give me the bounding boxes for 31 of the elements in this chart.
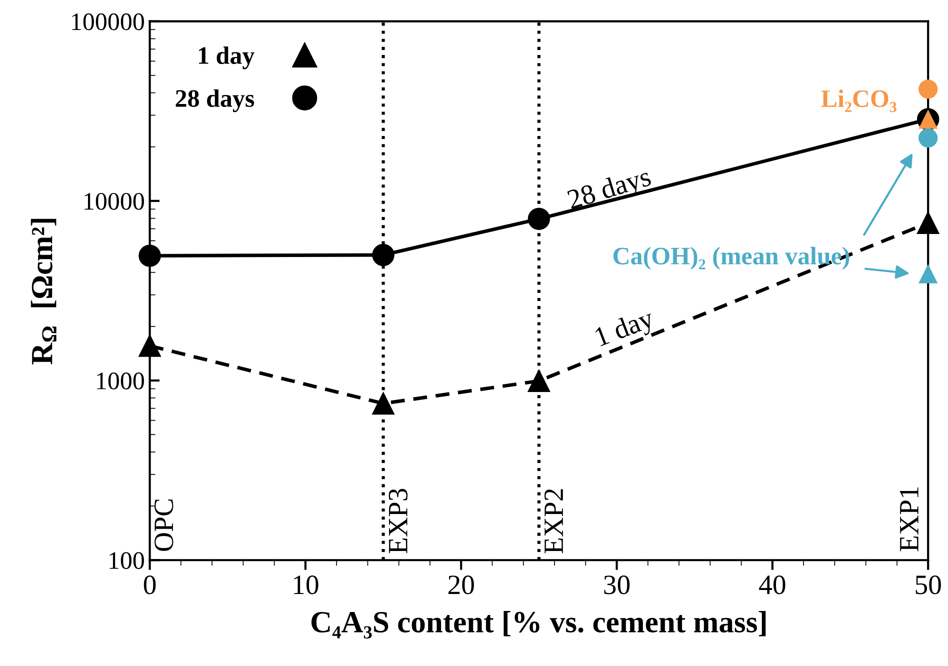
ref-line-label: EXP3 bbox=[388, 488, 408, 554]
x-tick-label: 10 bbox=[294, 575, 318, 594]
y-axis-title: R$_{Ω}$ [Ωcm²] bbox=[30, 218, 56, 364]
point bbox=[918, 264, 938, 284]
x-tick-label: 20 bbox=[448, 575, 474, 594]
point bbox=[528, 370, 550, 392]
point bbox=[372, 244, 394, 266]
annotation: EXP1 bbox=[900, 487, 918, 552]
legend-label: 1 day bbox=[199, 46, 254, 70]
x-tick-label: 0 bbox=[144, 575, 156, 594]
ref-line-label: EXP2 bbox=[544, 489, 563, 554]
point bbox=[138, 244, 161, 267]
x-tick-label: 40 bbox=[759, 575, 786, 594]
point bbox=[918, 80, 938, 99]
annotation: OPC bbox=[154, 500, 174, 551]
y-tick-label: 100000 bbox=[72, 13, 144, 30]
point bbox=[918, 128, 938, 148]
y-tick-label: 100 bbox=[110, 552, 144, 570]
y-tick-label: 10000 bbox=[84, 192, 144, 210]
legend-label: 28 days bbox=[176, 89, 254, 112]
y-tick-label: 1000 bbox=[97, 372, 144, 390]
point bbox=[528, 208, 550, 230]
x-axis-title: C₄A₃S content [% vs. cement mass] bbox=[311, 610, 766, 639]
x-tick-label: 50 bbox=[916, 575, 941, 594]
point bbox=[916, 212, 940, 234]
point bbox=[138, 334, 161, 357]
point bbox=[372, 392, 394, 415]
annotation: 1 day bbox=[594, 307, 658, 352]
x-tick-label: 30 bbox=[604, 575, 630, 594]
series-label: Li₂CO₃ bbox=[821, 90, 896, 112]
annotation: 28 days bbox=[566, 166, 654, 215]
